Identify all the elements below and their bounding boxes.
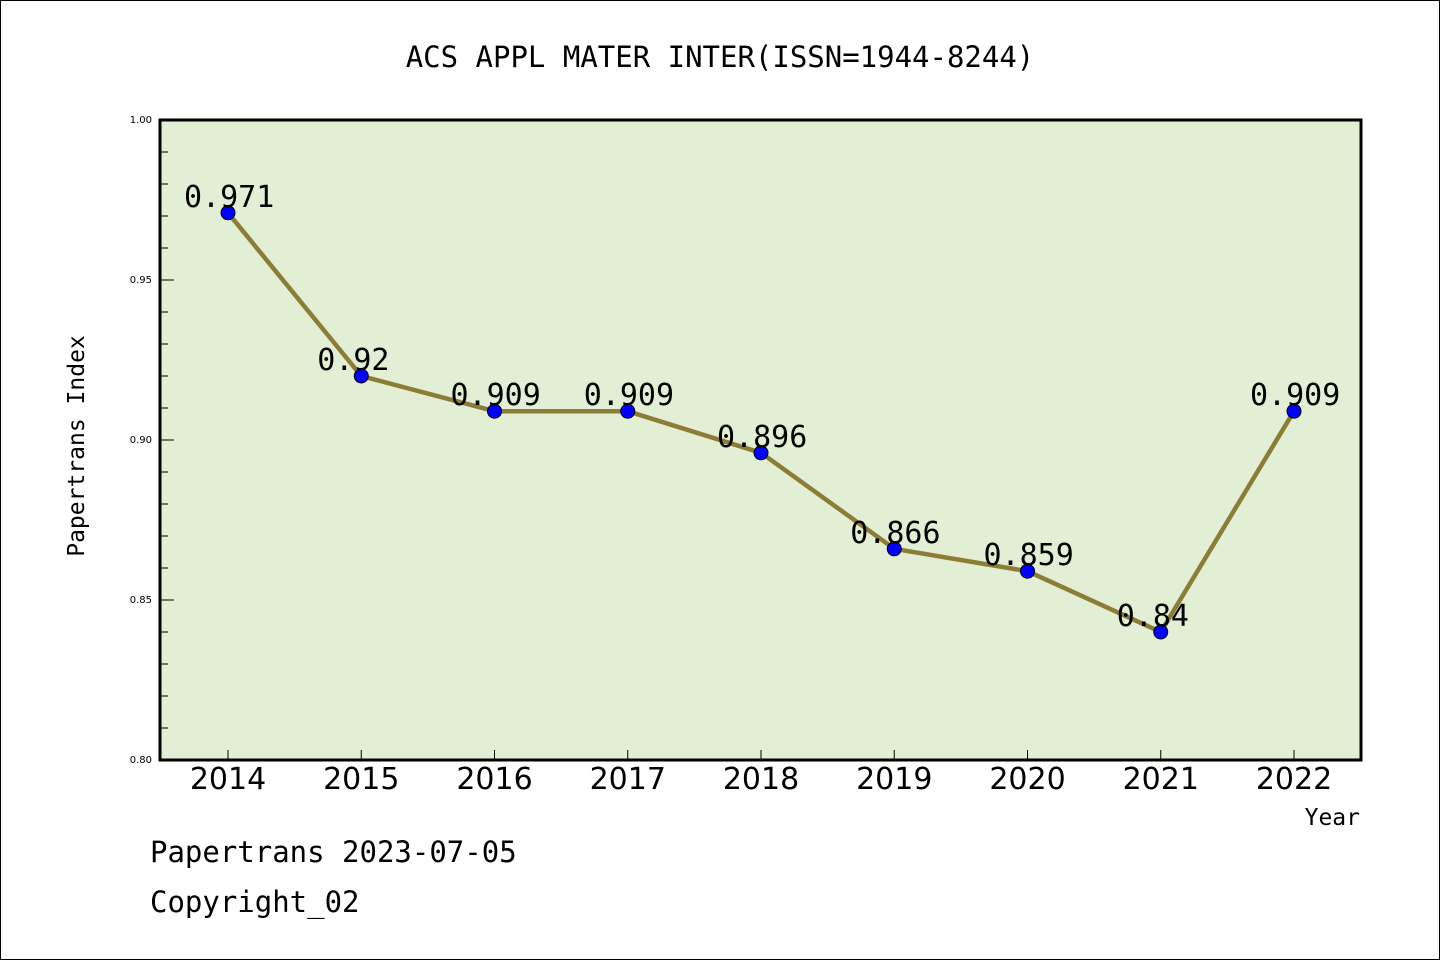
y-tick-label: 1.00 <box>130 115 152 126</box>
plot-border <box>158 118 1363 762</box>
data-labels: 0.971 0.92 0.909 0.909 0.896 0.866 0.859 0.84 0.… <box>184 180 1340 634</box>
data-point-marker <box>1153 624 1169 640</box>
data-label: 0.92 <box>317 343 389 378</box>
x-tick-label: 2021 <box>1123 762 1199 797</box>
x-tick-label: 2014 <box>190 762 266 797</box>
data-point-marker <box>1020 563 1035 579</box>
data-label: 0.971 <box>184 180 274 215</box>
data-label: 0.859 <box>984 538 1074 573</box>
x-tick-label: 2020 <box>989 762 1065 797</box>
data-label: 0.84 <box>1117 599 1189 634</box>
data-point-marker <box>1286 403 1302 419</box>
plot-area <box>160 120 1361 760</box>
x-tick-label: 2017 <box>590 762 666 797</box>
x-tick-label: 2019 <box>856 762 932 797</box>
data-label: 0.909 <box>1250 378 1340 413</box>
x-axis-ticks: 2014 2015 2016 2017 2018 2019 2020 2021 2022 <box>190 750 1332 797</box>
x-tick-label: 2018 <box>723 762 799 797</box>
data-point-marker <box>487 403 502 419</box>
source-date-text: Papertrans 2023-07-05 <box>150 835 517 869</box>
data-point-marker <box>620 403 636 419</box>
data-point-marker <box>753 445 769 461</box>
x-axis-label: Year <box>1305 805 1360 831</box>
data-label: 0.896 <box>717 420 807 455</box>
chart-title: ACS APPL MATER INTER(ISSN=1944-8244) <box>406 40 1035 74</box>
y-tick-label: 0.80 <box>130 755 152 766</box>
data-label: 0.909 <box>451 378 541 413</box>
x-tick-label: 2022 <box>1256 762 1332 797</box>
y-tick-label: 0.95 <box>130 275 152 286</box>
data-point-marker <box>220 205 236 221</box>
y-axis-label: Papertrans Index <box>64 335 90 557</box>
data-point-marker <box>353 368 369 384</box>
x-tick-label: 2016 <box>456 762 532 797</box>
y-tick-label: 0.85 <box>130 595 152 606</box>
data-point-marker <box>886 541 902 557</box>
data-label: 0.909 <box>584 378 674 413</box>
data-points <box>220 205 1302 640</box>
y-tick-label: 0.90 <box>130 435 152 446</box>
x-tick-label: 2015 <box>323 762 399 797</box>
data-label: 0.866 <box>850 516 940 551</box>
copyright-text: Copyright_02 <box>150 885 360 919</box>
